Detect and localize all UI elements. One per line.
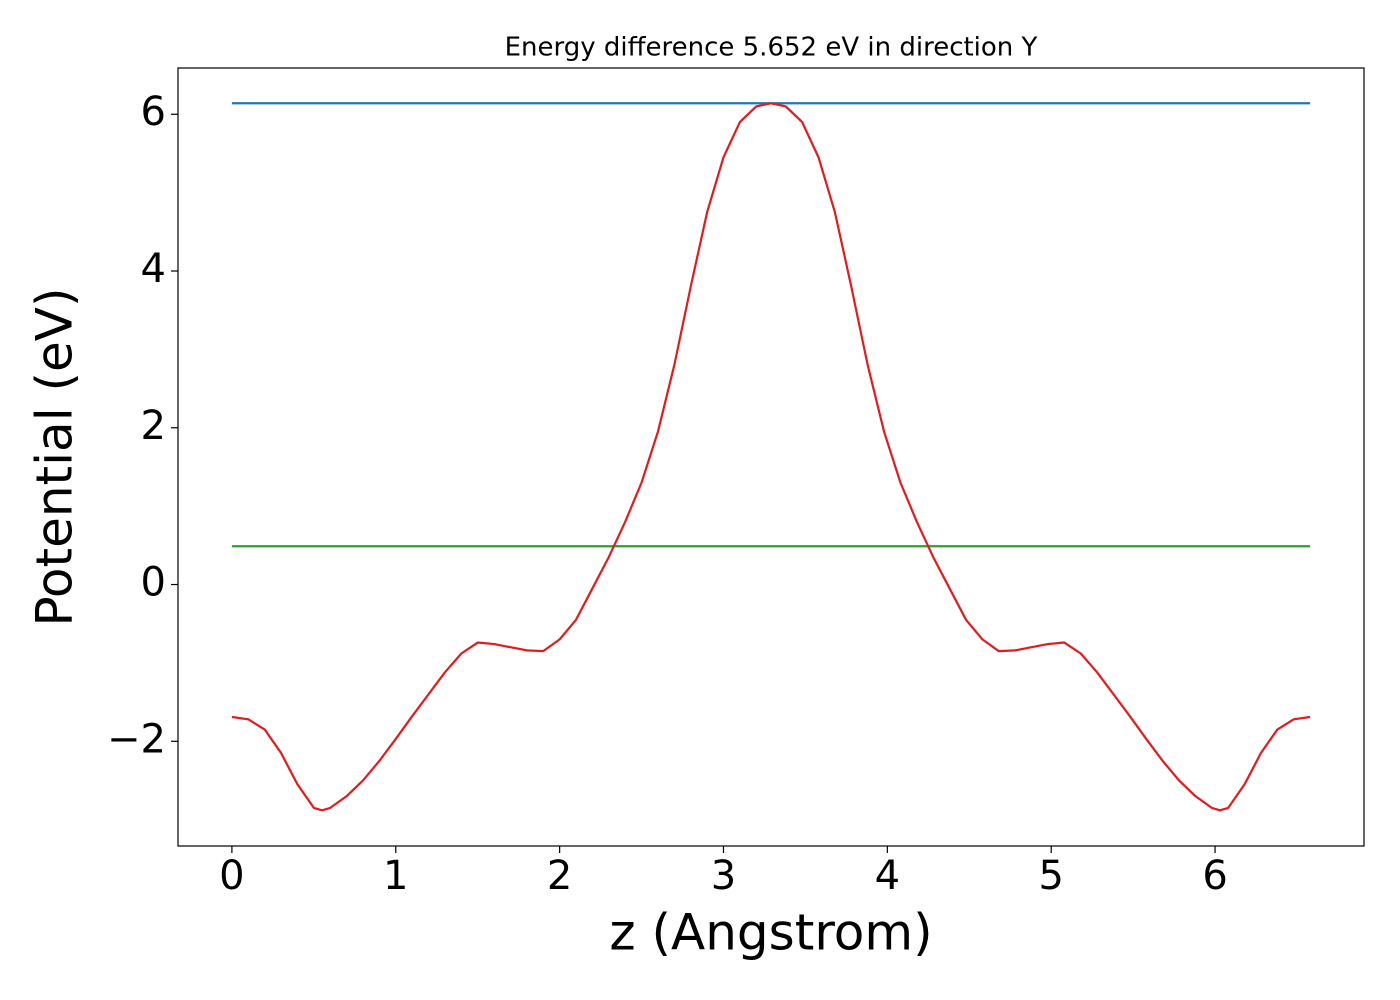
- y-tick-label: 6: [141, 89, 166, 135]
- x-tick-label: 0: [219, 853, 244, 899]
- x-tick-label: 6: [1202, 853, 1227, 899]
- line-series: [231, 102, 1311, 812]
- x-tick-label: 4: [875, 853, 900, 899]
- y-tick-label: −2: [107, 716, 166, 762]
- y-tick-label: 4: [141, 246, 166, 292]
- x-tick-label: 3: [711, 853, 736, 899]
- y-tick-label: 2: [141, 403, 166, 449]
- x-tick-label: 1: [383, 853, 408, 899]
- chart-title: Energy difference 5.652 eV in direction …: [505, 33, 1038, 63]
- y-axis-label: Potential (eV): [26, 288, 84, 627]
- plot-frame: [177, 67, 1365, 847]
- x-axis-label: z (Angstrom): [609, 904, 932, 962]
- y-tick-label: 0: [141, 560, 166, 606]
- x-tick-label: 5: [1038, 853, 1063, 899]
- x-tick-label: 2: [547, 853, 572, 899]
